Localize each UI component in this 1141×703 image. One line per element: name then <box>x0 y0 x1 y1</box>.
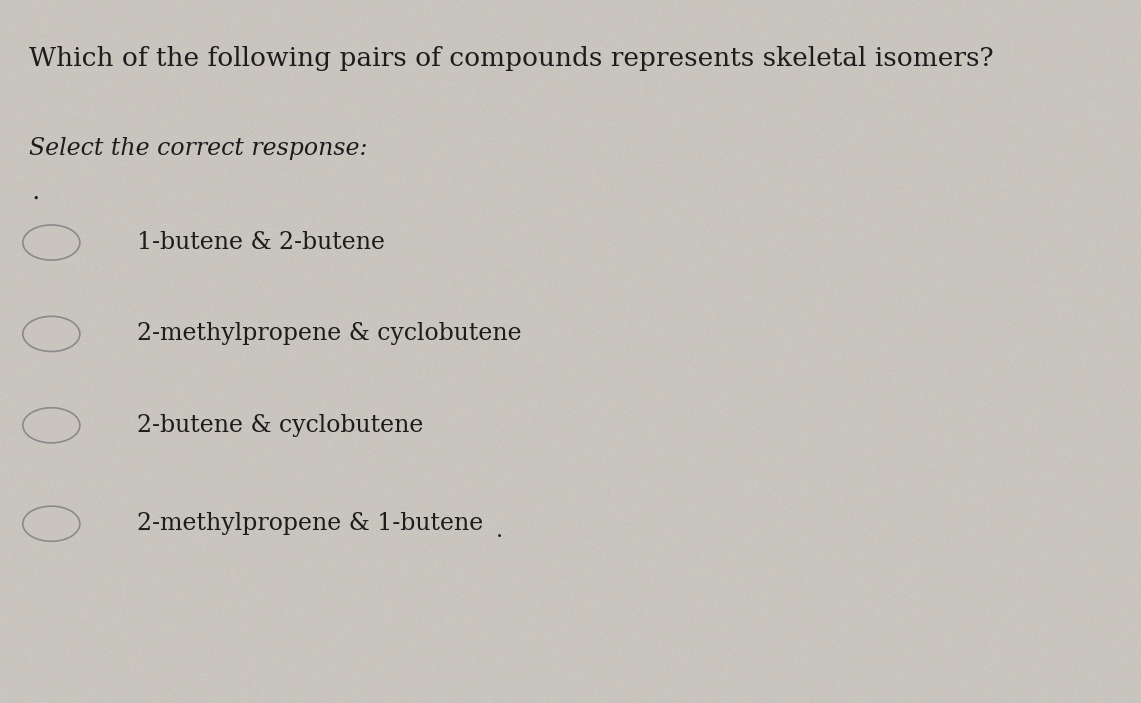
Text: .: . <box>496 520 503 542</box>
Circle shape <box>23 506 80 541</box>
Circle shape <box>23 408 80 443</box>
Circle shape <box>23 316 80 352</box>
Text: 1-butene & 2-butene: 1-butene & 2-butene <box>137 231 385 254</box>
Circle shape <box>23 225 80 260</box>
Text: Select the correct response:: Select the correct response: <box>29 137 367 160</box>
Text: 2-methylpropene & 1-butene: 2-methylpropene & 1-butene <box>137 512 483 535</box>
Text: 2-methylpropene & cyclobutene: 2-methylpropene & cyclobutene <box>137 323 521 345</box>
Text: •: • <box>32 193 39 203</box>
Text: Which of the following pairs of compounds represents skeletal isomers?: Which of the following pairs of compound… <box>29 46 993 71</box>
Text: 2-butene & cyclobutene: 2-butene & cyclobutene <box>137 414 423 437</box>
